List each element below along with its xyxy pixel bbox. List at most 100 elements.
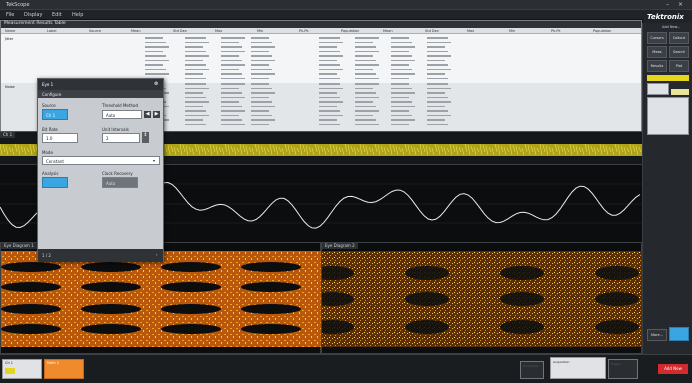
menu-display[interactable]: Display <box>24 12 42 18</box>
results-value-placeholder <box>221 101 239 103</box>
clock-recovery-value: Auto <box>106 181 115 186</box>
search-button[interactable]: Search <box>669 46 689 58</box>
cursors-button[interactable]: Cursors <box>647 32 667 44</box>
results-value-placeholder <box>221 115 239 117</box>
acquisition-badge[interactable]: Acquisition <box>550 357 606 379</box>
results-value-placeholder <box>319 46 337 48</box>
dialog-close-icon[interactable]: ⊗ <box>154 81 158 87</box>
trigger-label: Trigger <box>611 362 621 366</box>
results-value-placeholder <box>185 37 206 39</box>
results-value-placeholder <box>319 55 343 57</box>
results-value-placeholder <box>355 37 379 39</box>
results-value-placeholder <box>391 119 415 121</box>
results-column-header-cell[interactable]: Std Dev <box>173 29 187 33</box>
results-column-header-cell[interactable]: Max <box>215 29 222 33</box>
results-column-header-cell[interactable]: Min <box>509 29 515 33</box>
dialog-header: Eye 1 ⊗ <box>38 79 163 90</box>
results-value-placeholder <box>185 69 209 71</box>
results-column-header-cell[interactable]: Pk-Pk <box>551 29 561 33</box>
results-column-header-cell[interactable]: Source <box>89 29 101 33</box>
ch1-offset-badge[interactable] <box>671 89 689 95</box>
menu-file[interactable]: File <box>6 12 14 18</box>
results-value-placeholder <box>145 37 163 39</box>
results-value-placeholder <box>391 83 409 85</box>
eye-config-dialog[interactable]: Eye 1 ⊗ Configure Source Ch 1 Threshold … <box>37 78 164 262</box>
touch-mode-toggle[interactable] <box>669 327 689 341</box>
eye-diagram-right[interactable]: Eye Diagram 2 <box>321 242 642 354</box>
results-value-placeholder <box>391 124 409 126</box>
menu-edit[interactable]: Edit <box>52 12 62 18</box>
results-column-header-cell[interactable]: Name <box>5 29 15 33</box>
results-value-placeholder <box>185 42 209 44</box>
results-column-header-cell[interactable]: Min <box>257 29 263 33</box>
add-new-button[interactable]: Add New <box>658 364 688 374</box>
results-value-placeholder <box>391 110 409 112</box>
results-value-placeholder <box>221 37 245 39</box>
tab-configure[interactable]: Configure <box>42 92 61 97</box>
horizontal-badge[interactable]: Horizontal <box>520 361 544 379</box>
threshold-select[interactable]: Auto <box>102 110 142 119</box>
trigger-badge[interactable]: Trigger <box>608 359 638 379</box>
mode-value: Constant <box>46 159 64 164</box>
menu-help[interactable]: Help <box>72 12 83 18</box>
results-value-placeholder <box>391 69 412 71</box>
unit-intervals-stepper[interactable]: ⇕ <box>142 132 149 143</box>
meas-button[interactable]: Meas <box>647 46 667 58</box>
results-value-placeholder <box>319 73 337 75</box>
results-value-placeholder <box>355 110 379 112</box>
ch1-badge[interactable] <box>647 75 689 81</box>
more-button[interactable]: More... <box>647 329 667 341</box>
measurement-badge-panel[interactable] <box>647 97 689 135</box>
dialog-next-icon[interactable]: › <box>156 252 158 257</box>
results-value-placeholder <box>145 42 166 44</box>
results-column-header-cell[interactable]: Max <box>467 29 474 33</box>
results-value-placeholder <box>391 55 412 57</box>
results-value-placeholder <box>427 73 445 75</box>
results-value-placeholder <box>427 37 448 39</box>
results-value-placeholder <box>391 73 415 75</box>
results-value-placeholder <box>251 115 272 117</box>
bitrate-field[interactable]: 1.0 <box>42 133 78 143</box>
close-icon[interactable]: × <box>678 1 683 8</box>
results-column-header-cell[interactable]: Std Dev <box>425 29 439 33</box>
source-field[interactable]: Ch 1 <box>42 109 68 120</box>
clock-recovery-label: Clock Recovery <box>102 171 133 176</box>
results-value-placeholder <box>185 55 209 57</box>
results-value-placeholder <box>251 55 272 57</box>
results-value-placeholder <box>355 60 376 62</box>
clock-recovery-field[interactable]: Auto <box>102 177 138 188</box>
callout-button[interactable]: Callout <box>669 32 689 44</box>
threshold-decrement-button[interactable]: ◀ <box>144 111 151 118</box>
results-column-header-cell[interactable]: Population <box>593 29 611 33</box>
results-value-placeholder <box>185 119 203 121</box>
ch1-scale-box[interactable] <box>647 83 669 95</box>
math-settings-badge[interactable]: Math 1 <box>44 359 84 379</box>
mode-select[interactable]: Constant ▾ <box>42 156 160 165</box>
results-value-placeholder <box>355 83 379 85</box>
results-value-placeholder <box>355 97 379 99</box>
results-value-placeholder <box>221 119 242 121</box>
results-column-header-cell[interactable]: Mean <box>131 29 141 33</box>
threshold-increment-button[interactable]: ▶ <box>153 111 160 118</box>
results-table-button[interactable]: Results Table <box>647 60 667 72</box>
bitrate-label: Bit Rate <box>42 127 58 132</box>
analysis-toggle[interactable] <box>42 177 68 188</box>
results-value-placeholder <box>319 42 343 44</box>
acquisition-label: Acquisition <box>553 360 569 364</box>
results-value-placeholder <box>221 92 242 94</box>
results-column-header-cell[interactable]: Mean <box>383 29 393 33</box>
pane-title-eye-right: Eye Diagram 2 <box>322 243 358 249</box>
results-column-header-cell[interactable]: Population <box>341 29 359 33</box>
results-value-placeholder <box>391 92 415 94</box>
results-column-header-cell[interactable]: Label <box>47 29 56 33</box>
dialog-page-indicator: 1 / 2 <box>42 253 51 258</box>
results-value-placeholder <box>221 106 242 108</box>
plot-button[interactable]: Plot <box>669 60 689 72</box>
results-column-header-cell[interactable]: Pk-Pk <box>299 29 309 33</box>
results-value-placeholder <box>427 64 448 66</box>
ch1-settings-badge[interactable]: Ch 1 <box>2 359 42 379</box>
results-value-placeholder <box>319 97 340 99</box>
results-value-placeholder <box>221 60 242 62</box>
unit-intervals-field[interactable]: 2 <box>102 133 140 143</box>
minimize-icon[interactable]: – <box>666 1 669 8</box>
